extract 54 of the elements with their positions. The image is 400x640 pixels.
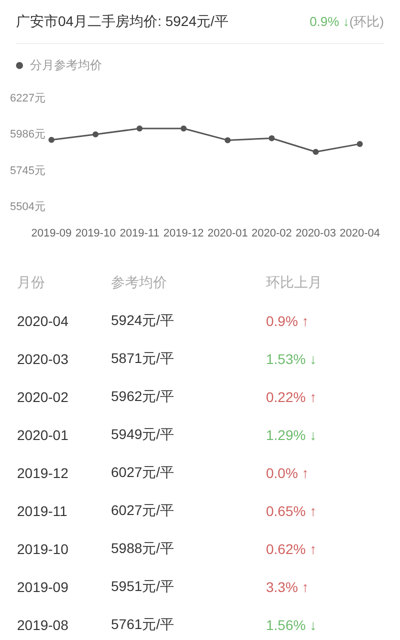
data-label: 6027元/平 xyxy=(111,464,176,482)
point xyxy=(136,126,143,132)
data-label: 5951元/平 xyxy=(111,578,176,596)
y-tick-label: 5745元 xyxy=(10,164,46,177)
x-tick-label: 2019-12 xyxy=(163,227,204,240)
data-label: 0.65% ↑ xyxy=(266,503,318,519)
data-label: 5871元/平 xyxy=(111,350,176,368)
category-label: 2019-10 xyxy=(16,541,70,557)
x-tick-label: 2019-11 xyxy=(120,227,160,240)
data-label: 1.56% ↓ xyxy=(266,617,318,633)
x-tick-label: 2020-04 xyxy=(340,227,380,240)
category-label: 2020-04 xyxy=(16,313,70,329)
data-label: 5949元/平 xyxy=(111,426,176,444)
text: 参考均价 xyxy=(111,274,168,292)
category-label: 2020-01 xyxy=(16,427,70,443)
data-label: 0.22% ↑ xyxy=(266,389,318,405)
data-label: 5924元/平 xyxy=(111,312,176,330)
category-label: 2019-08 xyxy=(16,617,70,633)
text: (环比) xyxy=(349,14,384,28)
data-label: 5962元/平 xyxy=(111,388,176,406)
data-label: 1.53% ↓ xyxy=(266,351,318,367)
data-label: 5988元/平 xyxy=(111,540,176,558)
data-label: 1.29% ↓ xyxy=(266,427,318,443)
data-label: 3.3% ↑ xyxy=(266,579,310,595)
legend-label: 分月参考均价 xyxy=(30,56,102,74)
category-label: 2019-11 xyxy=(16,503,68,519)
x-tick-label: 2020-01 xyxy=(207,227,248,240)
point xyxy=(180,126,187,132)
data-label: 0.62% ↑ xyxy=(266,541,318,557)
category-label: 2019-09 xyxy=(16,579,70,595)
data-label: 0.0% ↑ xyxy=(266,465,310,481)
chart-title: 广安市04月二手房均价: 5924元/平 xyxy=(16,12,228,30)
category-label: 2020-02 xyxy=(16,389,70,405)
data-label: 0.9% ↑ xyxy=(266,313,310,329)
point xyxy=(268,135,275,142)
y-tick-label: 6227元 xyxy=(10,92,46,105)
point xyxy=(224,137,231,144)
category-label: 2020-03 xyxy=(16,351,70,367)
x-tick-label: 2019-09 xyxy=(31,227,72,240)
x-tick-label: 2019-10 xyxy=(75,227,116,240)
x-tick-label: 2020-02 xyxy=(252,227,292,240)
text: 0.9% ↓ xyxy=(310,14,350,28)
x-tick-label: 2020-03 xyxy=(296,227,336,240)
point xyxy=(92,131,99,138)
point xyxy=(48,136,54,143)
y-tick-label: 5504元 xyxy=(10,200,46,213)
data-label: 5761元/平 xyxy=(111,616,176,634)
data-label: 6027元/平 xyxy=(111,502,176,520)
point xyxy=(356,140,363,147)
y-tick-label: 5986元 xyxy=(10,128,46,141)
point xyxy=(312,148,319,155)
category-label: 2019-12 xyxy=(16,465,70,481)
text: 环比上月 xyxy=(266,274,323,292)
text: 月份 xyxy=(16,274,46,292)
